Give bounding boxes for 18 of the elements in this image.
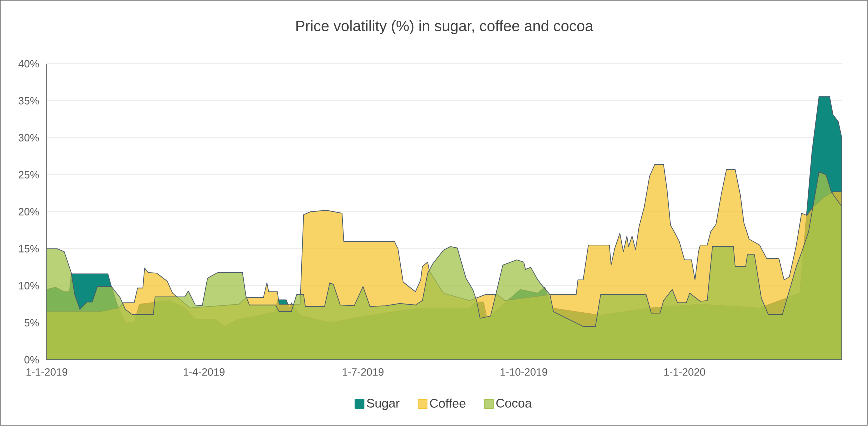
y-tick-label: 15%: [19, 245, 40, 253]
x-tick-label: 1-7-2019: [343, 368, 384, 376]
chart-title: Price volatility (%) in sugar, coffee and cocoa: [296, 20, 594, 34]
legend-label: Cocoa: [496, 399, 532, 408]
y-tick-label: 25%: [18, 171, 40, 179]
legend-label: Sugar: [367, 399, 400, 410]
y-tick-label: 30%: [18, 134, 40, 142]
legend-label: Coffee: [430, 398, 466, 408]
y-tick-label: 10%: [19, 282, 40, 290]
x-tick-label: 1-10-2019: [500, 368, 548, 376]
y-tick-label: 40%: [18, 60, 40, 68]
x-tick-label: 1-4-2019: [184, 368, 225, 376]
y-tick-label: 0%: [24, 356, 40, 364]
y-tick-label: 5%: [24, 319, 40, 327]
y-tick-label: 35%: [18, 97, 40, 105]
y-tick-label: 20%: [18, 208, 40, 216]
x-tick-label: 1-1-2020: [664, 368, 706, 376]
x-tick-label: 1-1-2019: [26, 368, 68, 376]
